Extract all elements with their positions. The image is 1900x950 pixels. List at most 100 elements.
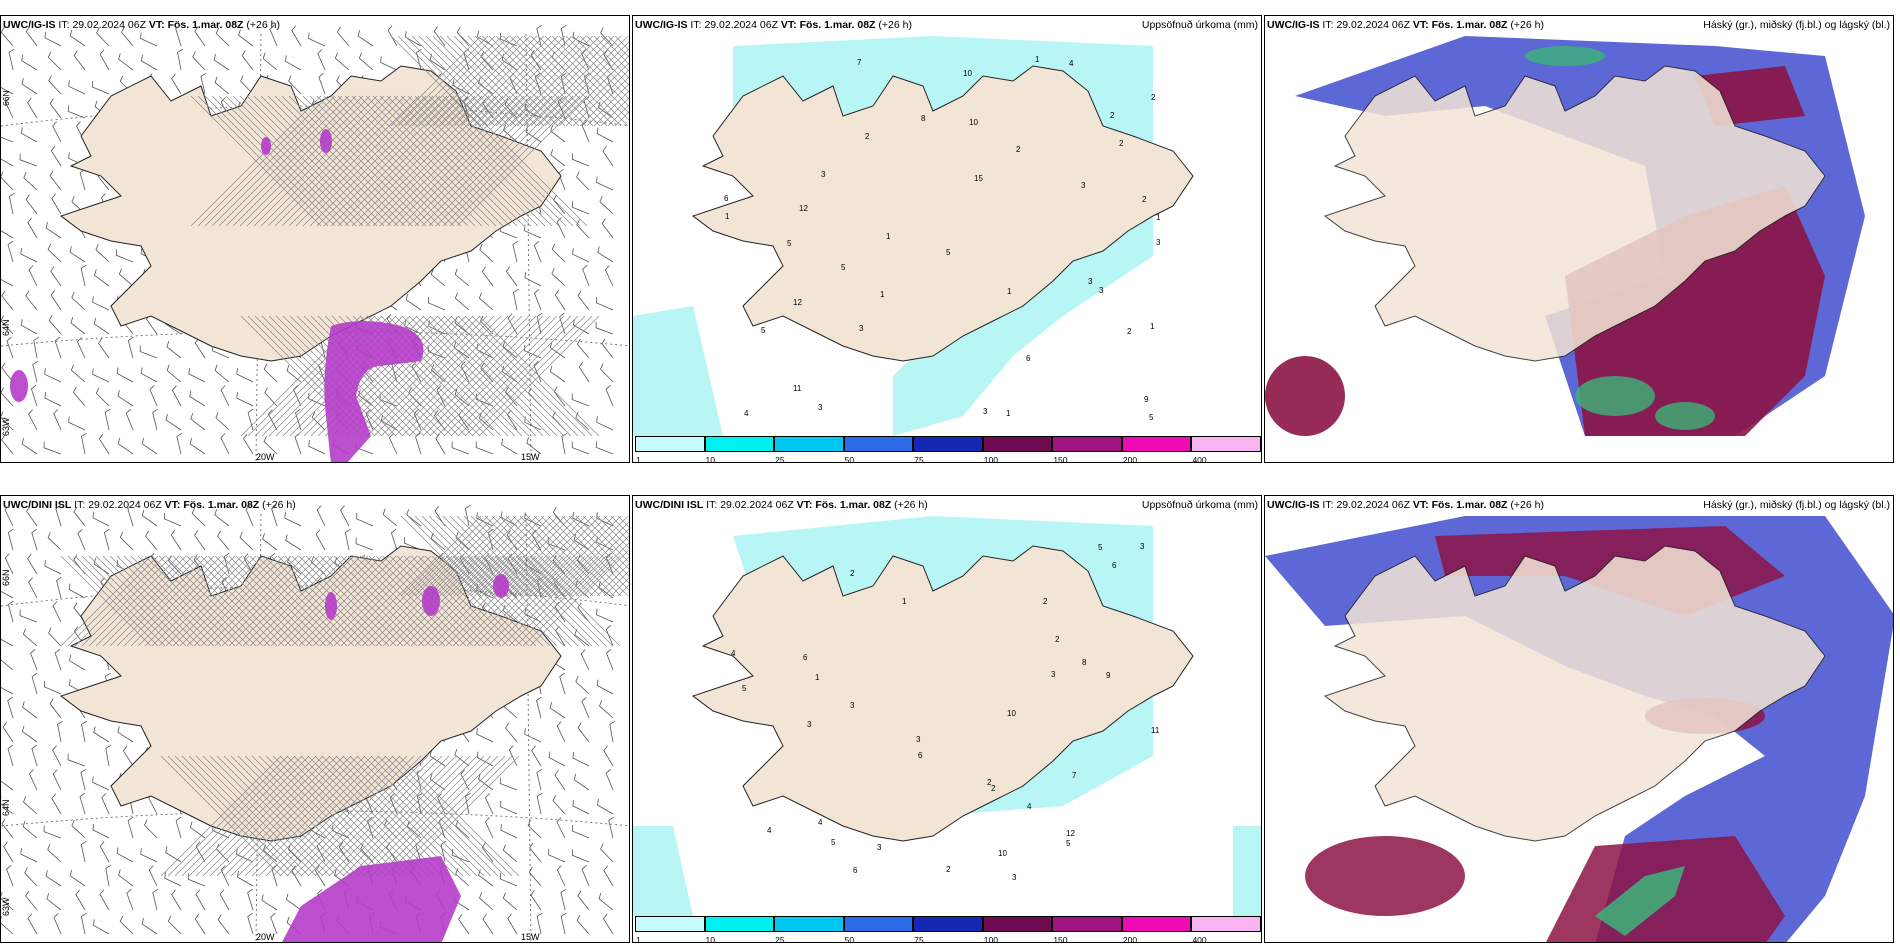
vt-value: Fös. 1.mar. 08Z [167,19,244,31]
wind-barb [25,26,38,47]
wind-barb [294,432,302,455]
hatch-line [342,755,464,877]
hatch-line [589,515,629,556]
colorbar: 1 10 25 50 75 100 150 200 400 [635,436,1261,462]
wind-barb [1,434,14,455]
wind-barb [96,27,110,47]
precip-value: 3 [1088,277,1093,286]
colorbar-swatch [704,916,775,932]
precip-value: 2 [946,865,951,874]
wind-barb [571,153,590,167]
wind-barb [1,171,14,191]
hatch-line [384,755,506,877]
hatch-line [246,95,378,227]
hatch-line [74,555,166,647]
wind-barb [79,168,86,191]
wind-barb [190,413,206,431]
hatch-line [411,35,503,127]
wind-barb [261,894,278,911]
precip-value: 5 [1098,543,1103,552]
colorbar-swatch [774,436,844,452]
wind-barb [215,412,230,431]
hatch-line [403,555,495,647]
wind-barb [188,367,206,383]
wind-barb [33,336,40,359]
colorbar-swatch [1121,916,1192,932]
wind-map: 66N 64N 63W 20W 15W [1,24,629,462]
panel-header: UWC/IG-IS IT: 29.02.2024 06Z VT: Fös. 1.… [1267,499,1544,511]
wind-barb [440,840,447,863]
wind-barb [413,409,422,431]
wind-barb [601,218,614,239]
wind-barb [404,31,422,47]
wind-barb [264,387,278,407]
wind-barb [247,408,254,431]
hatch-line [361,555,453,647]
precip-value: 2 [1127,327,1132,336]
lon-label: 20W [256,932,275,942]
wind-barb [484,817,494,839]
wind-barb [428,320,446,335]
wind-barb [79,792,86,815]
vt-value: Fös. 1.mar. 08Z [799,19,876,31]
wind-barb [164,872,182,887]
wind-barb [121,26,134,47]
wind-barb [194,26,206,47]
wind-barb [219,889,230,911]
wind-barb [603,49,614,71]
wind-barb [77,529,86,551]
wind-barb [141,509,158,527]
wind-barb [22,701,38,719]
wind-barb [572,512,590,527]
wind-barb [189,437,206,455]
wind-barb [105,744,112,767]
wind-barb [116,847,134,863]
hatch-line [267,95,399,227]
precip-value: 11 [1151,726,1160,735]
wind-barb [286,364,302,383]
wind-barb [502,892,518,911]
hatch-line [347,555,439,647]
hatch-line [572,69,629,127]
wind-barb [4,97,14,119]
precip-value: 5 [1149,413,1154,422]
wind-barb [7,240,14,263]
wind-barb [501,438,518,455]
hatch-line [326,555,418,647]
wind-barb [596,127,614,143]
wind-barb [551,243,566,263]
hatch-line [445,555,537,647]
wind-barb [534,72,542,95]
wind-barb [72,386,86,407]
wind-barb [1,136,14,143]
hatch-line [614,35,629,51]
hatch-line [400,95,532,227]
wind-barb [529,842,542,863]
wind-barb [1,818,14,839]
panel-header: UWC/IG-IS IT: 29.02.2024 06Z VT: Fös. 1.… [635,19,912,31]
wind-barb [556,217,566,239]
precip-value: 12 [1066,829,1075,838]
hatch-line [586,35,629,79]
wind-barb [140,848,158,863]
wind-barb [194,913,206,935]
wind-barb [21,78,38,95]
wind-barb [19,153,38,167]
hatch-line [614,111,629,127]
hatch-line [408,315,530,437]
precip-value: 2 [1119,139,1124,148]
wind-barb [530,49,542,71]
lead-time: (+26 h) [1510,499,1544,511]
lat-label: 66N [1,569,11,586]
wind-barb [167,915,182,935]
wind-barb [141,918,158,935]
hatch-line [323,95,455,227]
cloud-high [1525,46,1715,430]
colorbar-tick-label: 75 [914,935,924,943]
hatch-line [407,95,539,227]
iceland-land [691,545,1194,842]
hatch-line [456,95,588,227]
wind-barb [1,290,14,311]
hatch-line [495,35,587,127]
model-name: UWC/IG-IS [1267,499,1320,511]
